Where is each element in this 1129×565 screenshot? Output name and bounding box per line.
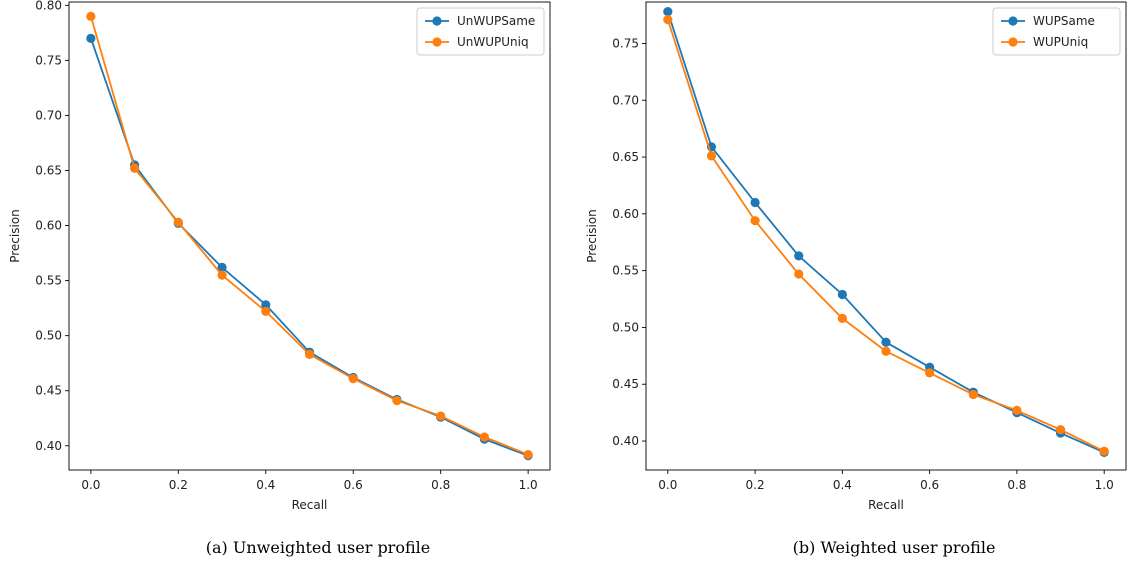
data-point-UnWUPSame bbox=[261, 300, 271, 310]
y-axis-label: Precision bbox=[8, 209, 22, 263]
chart-panel-b: 0.0 0.2 0.4 0.6 0.8 1.0 0.40 0.45 0.50 0.55 0.60 0.… bbox=[585, 1, 1127, 512]
data-point-WUPSame bbox=[837, 289, 847, 300]
data-point-UnWUPUniq bbox=[392, 396, 402, 406]
data-point-WUPUniq bbox=[1055, 425, 1066, 435]
y-tick-label: 0.80 bbox=[35, 0, 62, 12]
data-point-WUPUniq bbox=[881, 346, 891, 356]
y-tick-label: 0.70 bbox=[35, 108, 62, 122]
x-tick-label: 0.4 bbox=[256, 478, 275, 492]
data-point-WUPSame bbox=[750, 197, 760, 208]
data-point-UnWUPUniq bbox=[479, 432, 490, 442]
y-tick-label: 0.75 bbox=[612, 36, 639, 50]
data-point-UnWUPUniq bbox=[436, 411, 446, 421]
x-tick-label: 1.0 bbox=[519, 478, 538, 492]
x-tick-label: 1.0 bbox=[1095, 478, 1114, 492]
x-tick-label: 0.6 bbox=[344, 478, 363, 492]
x-tick-label: 0.6 bbox=[920, 478, 939, 492]
data-point-UnWUPSame bbox=[86, 33, 96, 43]
legend-marker-WUPSame bbox=[1008, 16, 1018, 26]
data-point-WUPSame bbox=[794, 251, 804, 261]
y-tick-label: 0.45 bbox=[612, 377, 639, 391]
y-tick-label: 0.55 bbox=[612, 264, 639, 278]
series-line-WUPUniq bbox=[666, 19, 1105, 453]
data-point-UnWUPSame bbox=[217, 262, 227, 272]
data-point-WUPUniq bbox=[750, 216, 760, 226]
y-tick-label: 0.60 bbox=[35, 219, 62, 233]
y-tick-label: 0.50 bbox=[612, 320, 639, 334]
data-point-UnWUPUniq bbox=[304, 349, 315, 359]
y-tick-label: 0.50 bbox=[35, 329, 62, 343]
data-point-WUPUniq bbox=[1099, 446, 1109, 456]
y-tick-label: 0.65 bbox=[35, 163, 62, 177]
x-axis-label: Recall bbox=[292, 498, 328, 512]
legend-label-WUPUniq: WUPUniq bbox=[1033, 35, 1088, 49]
plot-frame bbox=[645, 1, 1127, 471]
data-point-WUPUniq bbox=[794, 269, 804, 279]
series-line-UnWUPUniq bbox=[90, 16, 529, 456]
y-tick-label: 0.40 bbox=[35, 439, 62, 453]
data-point-UnWUPUniq bbox=[86, 11, 96, 21]
y-tick-label: 0.60 bbox=[612, 207, 639, 221]
caption-b: (b) Weighted user profile bbox=[792, 538, 996, 557]
legend-label-UnWUPUniq: UnWUPUniq bbox=[457, 35, 529, 49]
y-tick-label: 0.70 bbox=[612, 93, 639, 107]
series-line-UnWUPSame bbox=[90, 38, 529, 457]
y-tick-label: 0.65 bbox=[612, 150, 639, 164]
legend: WUPSame WUPUniq bbox=[992, 7, 1121, 56]
data-point-UnWUPUniq bbox=[129, 163, 140, 173]
legend-marker-UnWUPSame bbox=[432, 16, 442, 26]
legend-marker-WUPUniq bbox=[1008, 37, 1018, 47]
y-tick-label: 0.75 bbox=[35, 53, 62, 67]
legend-box bbox=[992, 7, 1121, 56]
plot-frame bbox=[68, 1, 551, 471]
data-point-WUPUniq bbox=[1012, 405, 1022, 415]
data-point-UnWUPUniq bbox=[217, 270, 227, 280]
legend-marker-UnWUPUniq bbox=[432, 37, 442, 47]
legend-label-WUPSame: WUPSame bbox=[1033, 14, 1095, 28]
legend-box bbox=[416, 7, 545, 56]
data-point-UnWUPUniq bbox=[261, 306, 271, 317]
y-tick-label: 0.45 bbox=[35, 384, 62, 398]
y-tick-label: 0.55 bbox=[35, 274, 62, 288]
data-point-WUPUniq bbox=[968, 389, 978, 400]
data-point-WUPSame bbox=[663, 7, 673, 17]
x-tick-label: 0.8 bbox=[1007, 478, 1026, 492]
caption-a: (a) Unweighted user profile bbox=[205, 538, 431, 557]
x-tick-label: 0.0 bbox=[658, 478, 677, 492]
data-point-UnWUPUniq bbox=[348, 374, 358, 384]
x-tick-label: 0.8 bbox=[431, 478, 450, 492]
data-point-WUPSame bbox=[881, 337, 891, 347]
data-point-UnWUPUniq bbox=[523, 449, 533, 460]
chart-panel-a: 0.0 0.2 0.4 0.6 0.8 1.0 0.40 0.45 0.50 0.55 0.60 0.… bbox=[8, 0, 551, 512]
data-point-UnWUPUniq bbox=[173, 217, 183, 227]
data-point-WUPUniq bbox=[925, 368, 935, 378]
x-tick-label: 0.0 bbox=[81, 478, 100, 492]
data-point-WUPUniq bbox=[663, 15, 673, 25]
legend-label-UnWUPSame: UnWUPSame bbox=[457, 14, 535, 28]
x-tick-label: 0.2 bbox=[169, 478, 188, 492]
x-tick-label: 0.2 bbox=[746, 478, 765, 492]
data-point-WUPUniq bbox=[706, 151, 717, 161]
legend: UnWUPSame UnWUPUniq bbox=[416, 7, 545, 56]
y-axis-label: Precision bbox=[585, 209, 599, 263]
y-tick-label: 0.40 bbox=[612, 434, 639, 448]
data-point-WUPUniq bbox=[837, 313, 847, 323]
x-tick-label: 0.4 bbox=[833, 478, 852, 492]
x-axis-label: Recall bbox=[868, 498, 904, 512]
series-line-WUPSame bbox=[666, 11, 1105, 454]
